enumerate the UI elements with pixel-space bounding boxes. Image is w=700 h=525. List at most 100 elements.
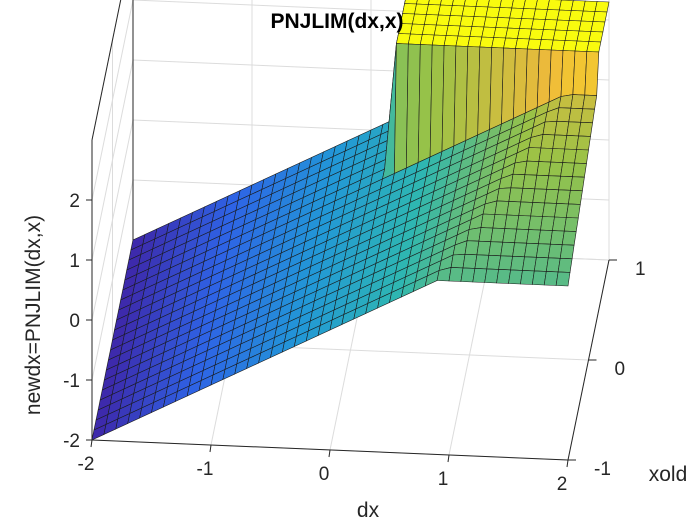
surface-patch — [533, 256, 549, 272]
z-axis-label: newdx=PNJLIM(dx,x) — [22, 215, 45, 415]
surface-patch — [421, 24, 437, 36]
surface-patch — [552, 29, 568, 41]
x-tick-label: 1 — [438, 469, 449, 490]
surface-patch — [535, 0, 550, 10]
surface-patch — [552, 216, 567, 232]
surface-patch — [447, 15, 463, 27]
surface-patch — [576, 135, 591, 151]
surface-patch — [496, 269, 511, 284]
surface-patch — [437, 4, 453, 16]
surface-patch — [531, 18, 546, 30]
z-tick-label: 1 — [69, 251, 80, 272]
surface-patch — [568, 189, 583, 205]
surface-patch — [530, 202, 545, 217]
surface-patch — [396, 33, 411, 45]
surface-patch — [471, 16, 487, 28]
surface-patch — [560, 162, 575, 178]
y-axis-label: xold — [649, 463, 688, 486]
surface-patch — [543, 271, 559, 286]
surface-patch — [580, 10, 596, 22]
surface-patch — [540, 134, 556, 149]
surface-patch — [550, 148, 566, 163]
surface-patch — [594, 1, 610, 13]
surface-patch — [474, 254, 490, 270]
surface-patch — [473, 6, 489, 18]
surface-patch — [407, 33, 423, 45]
surface-patch — [545, 257, 561, 273]
surface-patch — [433, 24, 449, 36]
surface-patch — [542, 202, 557, 218]
surface-patch — [498, 255, 513, 271]
x-tick — [447, 454, 450, 463]
surface-patch — [503, 37, 518, 49]
surface-patch — [572, 162, 587, 178]
surface-patch — [564, 30, 580, 42]
surface-patch — [520, 187, 536, 203]
surface-patch — [462, 253, 478, 269]
surface-patch — [536, 243, 551, 259]
y-tick-label: -1 — [594, 459, 611, 480]
surface-patch — [509, 7, 524, 19]
surface-patch — [486, 254, 502, 270]
surface-patch — [504, 214, 520, 230]
surface-patch — [515, 38, 530, 50]
surface-patch — [563, 217, 579, 232]
surface-patch — [459, 15, 475, 27]
surface-patch — [502, 228, 518, 244]
z-tick-label: 0 — [69, 311, 80, 332]
surface-patch — [443, 35, 459, 47]
box-edge — [91, 0, 122, 141]
surface-patch — [559, 0, 574, 11]
surface-patch — [550, 39, 566, 51]
surface-patch — [552, 134, 568, 150]
surface-patch — [556, 107, 572, 123]
surface-patch — [499, 0, 514, 9]
surface-patch — [461, 5, 477, 17]
surface-patch — [568, 10, 584, 22]
axes: -2 -1 0 1 2 -1 0 1 -2 -1 0 1 2 — [63, 140, 646, 495]
surface-patch — [538, 39, 554, 51]
surface-patch — [491, 37, 506, 49]
surface-patch — [450, 253, 466, 269]
surface-patch — [570, 176, 585, 192]
surface-patch — [522, 256, 537, 272]
surface-patch — [394, 43, 409, 174]
surface-patch — [534, 174, 550, 190]
x-tick — [566, 459, 569, 468]
surface-patch — [488, 241, 504, 257]
y-tick-label: 0 — [615, 359, 626, 380]
surface-mesh — [91, 0, 610, 441]
surface-patch — [514, 228, 529, 244]
surface-patch — [557, 257, 573, 273]
surface-patch — [490, 227, 506, 243]
surface-patch — [508, 187, 524, 203]
surface-patch — [529, 28, 544, 40]
z-tick-label: -2 — [63, 431, 80, 452]
surface-patch — [592, 11, 608, 23]
surface-patch — [426, 4, 441, 16]
surface-patch — [565, 203, 581, 219]
surface-patch — [455, 35, 471, 47]
surface-patch — [543, 19, 558, 31]
surface-patch — [538, 229, 553, 245]
z-tick-label: -1 — [63, 371, 80, 392]
surface-patch — [524, 160, 540, 176]
surface-patch — [566, 121, 582, 137]
surface-patch — [469, 26, 485, 38]
surface-patch — [476, 240, 492, 256]
surface-patch — [520, 270, 535, 285]
surface-patch — [414, 3, 429, 15]
surface-patch — [536, 161, 552, 177]
surface-patch — [424, 14, 439, 26]
surface-patch — [431, 34, 447, 46]
surface-patch — [516, 215, 532, 230]
surface-patch — [493, 27, 509, 39]
surface-patch — [510, 173, 526, 189]
surface-patch — [533, 8, 548, 20]
surface-patch — [574, 149, 589, 164]
surface-patch — [558, 175, 573, 191]
surface-patch — [590, 21, 606, 33]
surface-patch — [545, 9, 560, 21]
surface-patch — [570, 94, 586, 110]
surface-patch — [507, 17, 522, 29]
